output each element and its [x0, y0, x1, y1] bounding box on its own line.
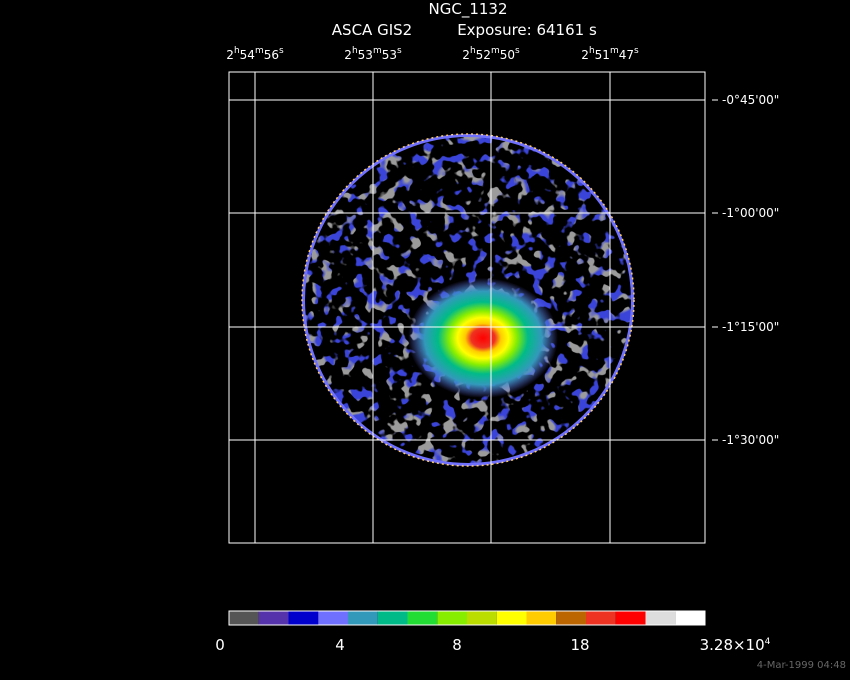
colorbar-swatch: [496, 611, 527, 625]
ra-unit: s: [279, 46, 284, 56]
colorbar: 0 4 8 18 3.28×104: [215, 610, 771, 654]
label-part: 54: [240, 48, 255, 62]
colorbar-swatch: [407, 611, 438, 625]
dec-label: -1°30'00": [722, 433, 779, 447]
label-part: 52: [476, 48, 491, 62]
colorbar-swatch: [437, 611, 467, 625]
label-part: 2: [226, 48, 234, 62]
ra-unit: m: [610, 46, 619, 56]
colorbar-swatch: [556, 611, 586, 625]
colorbar-swatch: [258, 611, 289, 625]
label-part: 51: [595, 48, 610, 62]
ra-unit: h: [589, 46, 595, 56]
ra-unit: m: [491, 46, 500, 56]
ra-unit: s: [397, 46, 402, 56]
colorbar-swatch: [586, 611, 616, 625]
dec-label: -0°45'00": [722, 93, 779, 107]
colorbar-frame: [228, 610, 706, 626]
label-part: 18: [570, 636, 589, 654]
label-part: 8: [452, 636, 462, 654]
colorbar-swatch: [377, 611, 408, 625]
title: NGC_1132: [429, 0, 508, 19]
ra-unit: m: [373, 46, 382, 56]
ra-unit: h: [470, 46, 476, 56]
label-part: 53: [358, 48, 373, 62]
dec-label: -1°15'00": [722, 320, 779, 334]
colorbar-swatch: [229, 611, 259, 625]
colorbar-swatch: [318, 611, 348, 625]
ra-unit: h: [352, 46, 358, 56]
ra-label: 2h53m53s: [344, 46, 402, 62]
colorbar-swatch: [288, 611, 319, 625]
label-part: 2: [462, 48, 470, 62]
label-part: 47: [619, 48, 634, 62]
dec-label: -1°00'00": [722, 206, 779, 220]
colorbar-swatch: [467, 611, 497, 625]
ra-label: 2h54m56s: [226, 46, 284, 62]
date-stamp: 4-Mar-1999 04:48: [757, 660, 846, 671]
colorbar-swatch: [615, 611, 646, 625]
instrument: ASCA GIS2: [332, 21, 412, 39]
dec-axis: -0°45'00" -1°00'00" -1°15'00" -1°30'00": [712, 93, 779, 447]
ra-unit: h: [234, 46, 240, 56]
label-part: 2: [344, 48, 352, 62]
ra-label: 2h52m50s: [462, 46, 520, 62]
colorbar-label: 8: [452, 636, 462, 654]
label-part: 56: [264, 48, 279, 62]
colorbar-swatch: [675, 611, 705, 625]
ra-label: 2h51m47s: [581, 46, 639, 62]
colorbar-swatch: [645, 611, 676, 625]
ra-unit: s: [515, 46, 520, 56]
colorbar-swatch: [526, 611, 557, 625]
label-part: 50: [500, 48, 515, 62]
colorbar-label: 18: [570, 636, 589, 654]
label-part: 0: [215, 636, 225, 654]
colorbar-swatch: [348, 611, 378, 625]
ra-unit: m: [255, 46, 264, 56]
colorbar-exponent: 4: [765, 637, 771, 647]
ra-axis: 2h54m56s 2h53m53s 2h52m50s 2h51m47s: [226, 46, 639, 62]
sky-image: [228, 71, 706, 544]
colorbar-label: 4: [335, 636, 345, 654]
ra-unit: s: [634, 46, 639, 56]
label-part: 2: [581, 48, 589, 62]
label-part: 3.28×10: [700, 636, 765, 654]
label-part: 4: [335, 636, 345, 654]
exposure: Exposure: 64161 s: [457, 21, 597, 39]
label-part: 53: [382, 48, 397, 62]
colorbar-label: 0: [215, 636, 225, 654]
colorbar-label: 3.28×104: [700, 636, 771, 654]
